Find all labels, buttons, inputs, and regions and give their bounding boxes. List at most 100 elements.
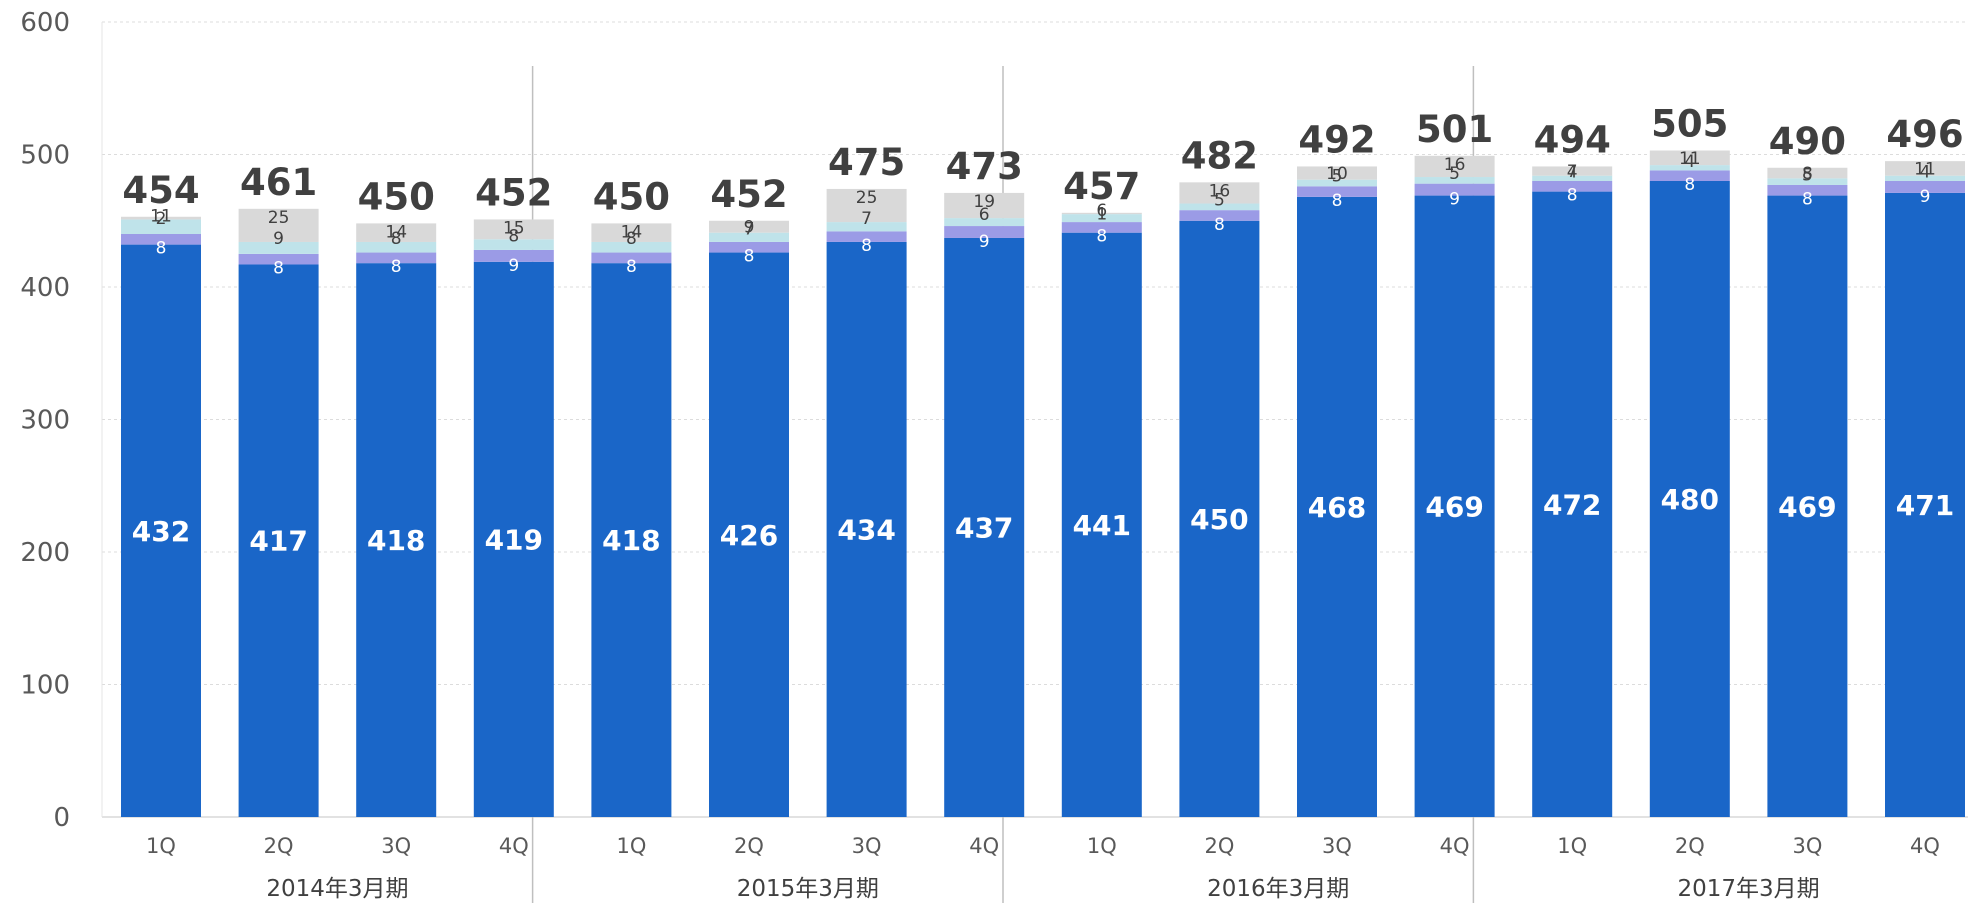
y-axis: 0 100 200 300 400 500 600 xyxy=(20,8,70,833)
bar-segment xyxy=(1767,195,1848,817)
quarter-label: 1Q xyxy=(1557,834,1587,858)
data-label: 418 xyxy=(367,524,425,557)
bar-segment xyxy=(944,218,1025,227)
bar-segment xyxy=(473,261,554,817)
data-label: 5 xyxy=(1449,164,1460,184)
data-label: 6 xyxy=(979,205,990,225)
group-label: 2015年3月期 xyxy=(737,876,879,902)
data-label: 7 xyxy=(1567,162,1578,182)
bar-segment xyxy=(591,252,672,264)
bar-segment xyxy=(473,249,554,262)
quarter-label: 3Q xyxy=(381,834,411,858)
total-label: 450 xyxy=(358,175,435,218)
data-label: 15 xyxy=(503,218,525,238)
bar-segment xyxy=(1414,155,1495,178)
data-label: 9 xyxy=(744,218,755,238)
data-label: 8 xyxy=(861,236,872,256)
bar-segment xyxy=(826,241,907,817)
bar-segment xyxy=(1061,212,1142,215)
bar-segment xyxy=(826,222,907,232)
data-label: 418 xyxy=(602,524,660,557)
data-label: 9 xyxy=(508,256,519,276)
y-tick-label: 500 xyxy=(20,141,70,171)
bar-segment xyxy=(1885,175,1965,181)
data-label: 4 xyxy=(1684,152,1695,172)
bar-segment xyxy=(121,234,201,245)
quarter-label: 4Q xyxy=(969,834,999,858)
bar-segment xyxy=(238,208,319,242)
data-label: 450 xyxy=(1190,503,1248,536)
bar-segment xyxy=(1885,192,1965,818)
bar-segment xyxy=(1179,210,1260,221)
data-label: 437 xyxy=(955,511,1013,544)
quarter-label: 1Q xyxy=(1087,834,1117,858)
total-label: 501 xyxy=(1416,108,1493,151)
bar-segment xyxy=(1649,181,1730,817)
data-label: 8 xyxy=(508,226,519,246)
bar-segment xyxy=(591,263,672,817)
bar-segment xyxy=(1179,203,1260,211)
data-label: 472 xyxy=(1543,488,1601,521)
bar-segment xyxy=(1414,195,1495,817)
bar-segment xyxy=(709,220,789,233)
data-label: 11 xyxy=(1914,159,1936,179)
data-label: 434 xyxy=(837,513,895,546)
y-tick-label: 600 xyxy=(20,8,70,38)
bar-segment xyxy=(1061,232,1142,818)
data-label: 417 xyxy=(249,525,307,558)
data-label: 9 xyxy=(1449,190,1460,210)
bar-segment xyxy=(238,241,319,254)
bar-segment xyxy=(356,223,437,242)
group-label: 2014年3月期 xyxy=(266,876,408,902)
bar-segment xyxy=(356,241,437,253)
bar-segment xyxy=(591,241,672,253)
bar-segment xyxy=(944,226,1025,238)
data-label: 468 xyxy=(1308,491,1366,524)
data-label: 8 xyxy=(1096,227,1107,247)
bar-segment xyxy=(1885,161,1965,176)
data-label: 14 xyxy=(385,222,407,242)
data-label: 4 xyxy=(1567,163,1578,183)
total-label: 490 xyxy=(1769,120,1846,163)
x-axis: 1Q 2Q 3Q 4Q 1Q 2Q 3Q 4Q 1Q 2Q 3Q 4Q 1Q 2Q 3Q 4Q 2014年3月期… xyxy=(146,834,1940,902)
total-label: 450 xyxy=(593,175,670,218)
data-label: 469 xyxy=(1778,490,1836,523)
data-label: 471 xyxy=(1896,489,1954,522)
group-label: 2017年3月期 xyxy=(1678,876,1820,902)
data-label: 11 xyxy=(150,206,172,226)
bar-segment xyxy=(238,253,319,265)
data-label: 2 xyxy=(156,209,167,229)
data-label: 8 xyxy=(391,229,402,249)
data-label: 25 xyxy=(268,208,290,228)
y-tick-label: 200 xyxy=(20,538,70,568)
bar-segment xyxy=(1414,177,1495,184)
bar-segment xyxy=(356,263,437,817)
data-label: 8 xyxy=(273,258,284,278)
bar-segment xyxy=(1179,220,1260,817)
data-label: 9 xyxy=(979,232,990,252)
data-label: 5 xyxy=(1802,165,1813,185)
total-label: 461 xyxy=(240,161,317,204)
bar-segment xyxy=(1885,181,1965,193)
bar-segment xyxy=(121,244,201,818)
bar-segment xyxy=(826,188,907,223)
data-label: 11 xyxy=(1679,149,1701,169)
data-label: 6 xyxy=(1096,201,1107,221)
total-label: 505 xyxy=(1651,103,1728,146)
quarter-label: 2Q xyxy=(264,834,294,858)
quarter-label: 1Q xyxy=(616,834,646,858)
data-label: 1 xyxy=(1096,204,1107,224)
quarter-label: 4Q xyxy=(499,834,529,858)
bar-segment xyxy=(1061,222,1142,233)
data-label: 480 xyxy=(1661,483,1719,516)
group-label: 2016年3月期 xyxy=(1207,876,1349,902)
data-label: 8 xyxy=(1684,175,1695,195)
data-label: 8 xyxy=(1214,215,1225,235)
bar-segment xyxy=(1649,170,1730,181)
bar-segment xyxy=(1297,196,1377,817)
bar-segment xyxy=(356,252,437,264)
y-tick-label: 0 xyxy=(53,803,70,833)
bar-segment xyxy=(1767,178,1848,185)
bar-segment xyxy=(473,219,554,240)
data-label: 5 xyxy=(1332,167,1343,187)
